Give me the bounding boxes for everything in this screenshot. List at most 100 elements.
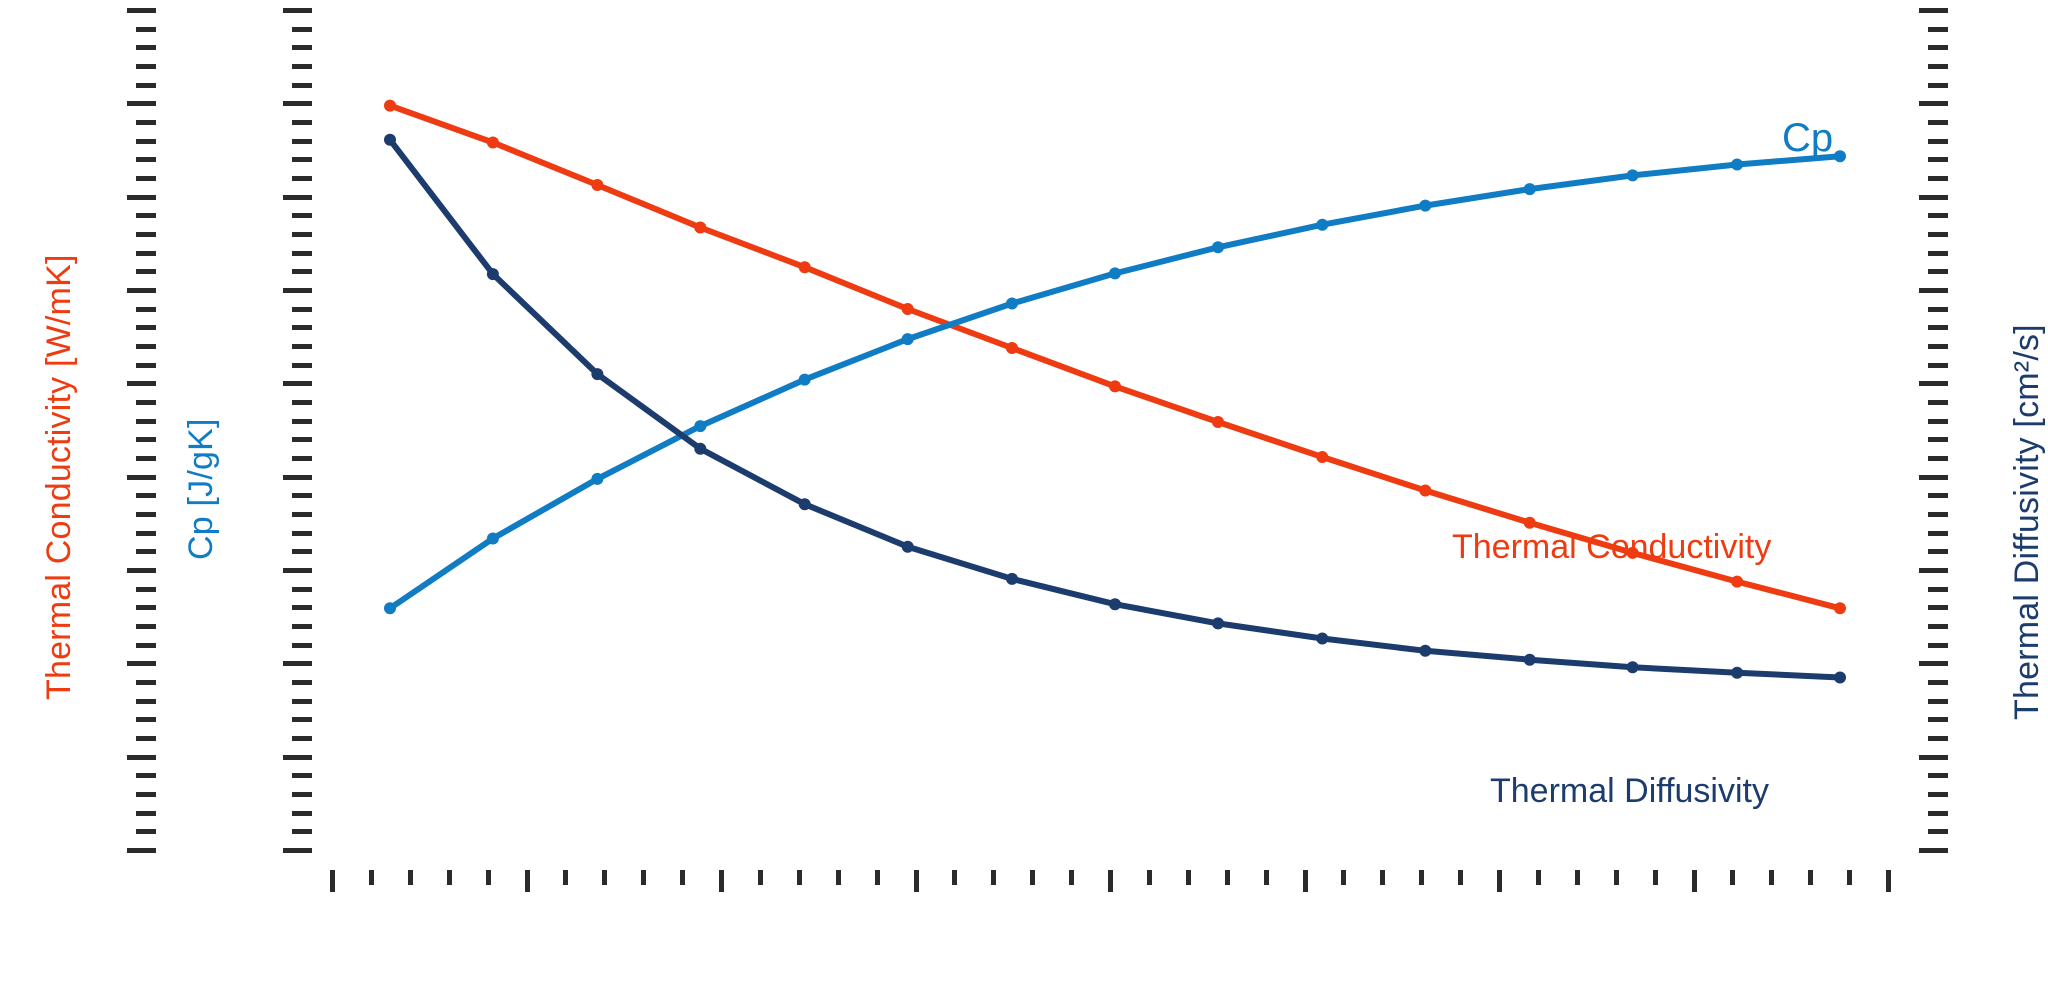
axis-tick-major [283,474,312,480]
axis-tick-major [127,568,156,573]
series-label-thermal-conductivity: Thermal Conductivity [1452,528,1772,566]
series-data-point [1212,241,1224,254]
series-data-point [694,221,707,234]
axis-tick-minor [136,138,156,144]
axis-tick-minor [1652,870,1658,885]
axis-tick-minor [136,157,156,163]
axis-tick-major [283,288,312,293]
axis-tick-minor [1928,400,1948,405]
axis-tick-minor [1928,642,1948,648]
axis-tick-minor [292,530,312,536]
axis-tick-major [524,870,530,892]
axis-tick-minor [292,213,312,219]
series-data-point [1626,661,1639,674]
axis-tick-minor [292,26,312,32]
axis-tick-minor [136,437,156,443]
axis-tick-minor [292,138,312,144]
axis-tick-minor [1928,736,1948,741]
axis-tick-major [1919,754,1948,760]
axis-tick-minor [1928,157,1948,163]
axis-tick-minor [1928,120,1948,125]
axis-tick-minor [292,64,312,69]
series-data-point [486,268,499,281]
axis-tick-major [1919,381,1948,387]
axis-tick-minor [136,213,156,219]
series-data-point [1731,575,1744,588]
axis-tick-minor [1928,418,1948,424]
axis-tick-major [127,194,156,200]
axis-tick-minor [292,306,312,312]
axis-tick-minor [368,870,374,885]
series-data-point [384,99,396,112]
series-data-point [1006,342,1018,354]
axis-tick-major [283,194,312,200]
series-data-point [1523,183,1536,196]
axis-tick-minor [136,344,156,349]
axis-tick-major [1919,194,1948,200]
series-data-point [1834,602,1846,615]
axis-tick-major [127,754,156,760]
axis-tick-major [283,754,312,760]
axis-tick-minor [136,773,156,779]
axis-tick-minor [1185,870,1191,885]
series-data-point [1212,416,1224,428]
axis-tick-minor [292,773,312,779]
axis-ticks-x [330,870,1891,894]
series-data-point [1109,267,1121,280]
series-data-point [1523,516,1536,529]
series-data-point [1316,632,1329,645]
axis-tick-minor [292,120,312,125]
axis-tick-minor [446,870,452,885]
axis-tick-minor [292,82,312,88]
axis-tick-minor [1928,306,1948,312]
series-data-point [1834,150,1846,163]
axis-tick-minor [292,624,312,629]
axis-tick-minor [1928,213,1948,219]
axis-tick-minor [1928,45,1948,51]
axis-tick-minor [1928,624,1948,629]
axis-tick-minor [1730,870,1736,885]
series-data-point [384,133,396,146]
axis-tick-minor [641,870,647,885]
series-data-point [1212,617,1224,630]
axis-tick-minor [1847,870,1853,885]
series-data-point [591,368,604,381]
axis-tick-minor [1928,26,1948,32]
series-data-point [1006,572,1018,585]
axis-tick-minor [680,870,686,885]
axis-tick-major [1497,870,1502,892]
axis-tick-major [283,381,312,387]
axis-tick-minor [292,549,312,555]
axis-tick-minor [292,344,312,349]
axis-tick-minor [136,549,156,555]
axis-tick-minor [1263,870,1269,885]
axis-tick-minor [136,250,156,256]
axis-tick-major [913,870,919,892]
axis-tick-major [1919,848,1948,853]
axis-tick-minor [1928,64,1948,69]
axis-tick-minor [292,45,312,51]
axis-tick-minor [796,870,802,885]
axis-tick-major [127,848,156,853]
axis-tick-minor [952,870,958,885]
axis-tick-major [127,474,156,480]
axis-tick-minor [136,82,156,88]
axis-tick-minor [1613,870,1619,885]
axis-tick-minor [136,306,156,312]
axis-tick-minor [292,810,312,816]
series-data-point [901,303,914,315]
axis-ticks-cp [264,8,312,853]
series-thermal-conductivity [384,99,1846,615]
series-data-point [798,261,811,274]
series-data-point [1316,451,1329,463]
axis-tick-minor [292,232,312,237]
axis-tick-minor [292,176,312,181]
axis-tick-minor [136,45,156,51]
axis-tick-minor [835,870,841,885]
axis-tick-minor [1928,437,1948,443]
axis-tick-major [283,8,312,13]
axis-tick-major [1108,870,1113,892]
axis-tick-minor [136,698,156,704]
